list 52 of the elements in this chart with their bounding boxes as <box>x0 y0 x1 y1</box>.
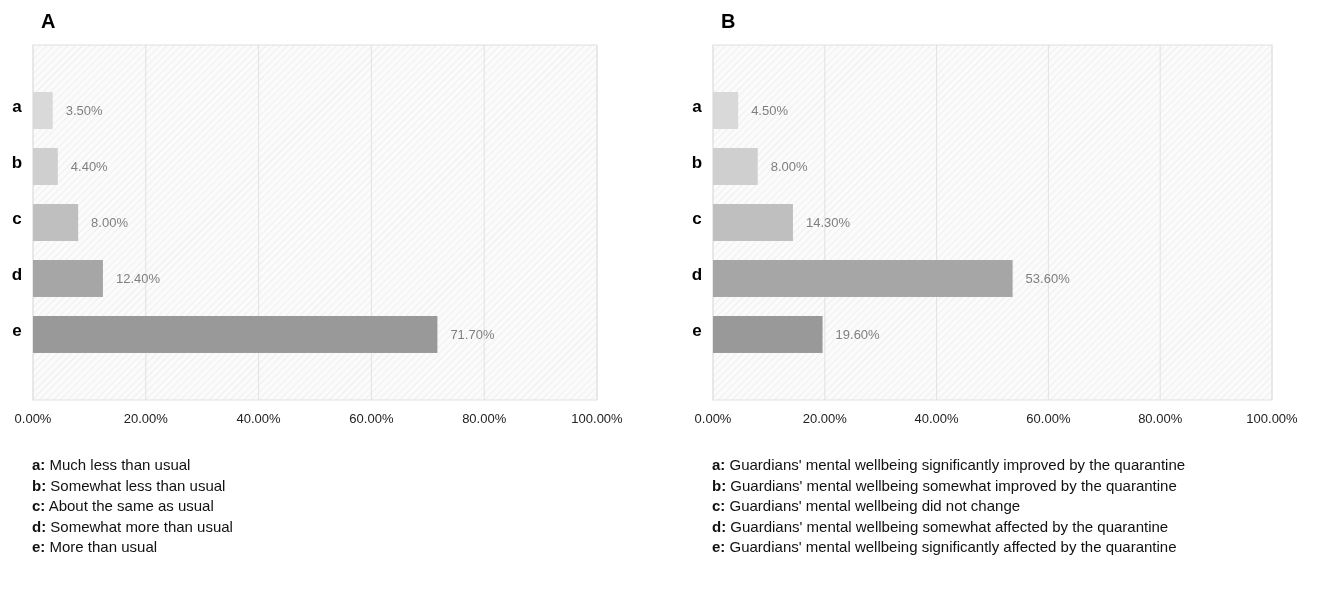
x-tick-label: 80.00% <box>462 411 507 426</box>
data-label: 8.00% <box>91 215 129 230</box>
y-tick-label: d <box>11 264 23 284</box>
y-tick-label: c <box>692 209 702 228</box>
x-tick-label: 40.00% <box>914 411 960 426</box>
bar <box>33 260 103 297</box>
text: b: Guardians' mental wellbeing somewhat improved by the quarantine <box>712 476 1177 494</box>
chart-title: B <box>721 10 736 32</box>
text: d: Somewhat more than usual <box>32 517 233 535</box>
data-label: 4.40% <box>70 159 109 175</box>
bar <box>33 316 438 353</box>
data-label: 8.00% <box>770 159 809 175</box>
y-tick-label: b <box>691 153 703 173</box>
text: a: Guardians' mental wellbeing significantly improved by the quarantine <box>712 456 1186 473</box>
x-tick-label: 0.00% <box>694 411 732 426</box>
bar <box>713 316 823 353</box>
text: e: Guardians' mental wellbeing significantly affected by the quarantine <box>712 538 1177 555</box>
y-tick-label: a <box>692 97 703 117</box>
y-tick-label: b <box>11 153 23 173</box>
data-label: 53.60% <box>1025 270 1071 286</box>
text: c: Guardians' mental wellbeing did not change <box>712 497 1021 514</box>
bar <box>713 260 1013 297</box>
data-label: 71.70% <box>450 326 495 342</box>
x-tick-label: 60.00% <box>1026 411 1071 426</box>
bar <box>33 148 58 185</box>
text: a: Much less than usual <box>32 456 191 473</box>
x-tick-label: 20.00% <box>802 411 848 426</box>
data-label: 14.30% <box>805 215 851 230</box>
x-tick-label: 100.00% <box>571 411 624 426</box>
y-tick-label: d <box>691 264 703 284</box>
chart-title: A <box>41 10 56 32</box>
x-tick-label: 0.00% <box>14 411 52 426</box>
data-label: 3.50% <box>65 103 104 119</box>
data-label: 19.60% <box>835 326 881 342</box>
x-tick-label: 20.00% <box>123 411 169 426</box>
bar <box>713 148 758 185</box>
bar <box>713 204 793 241</box>
text: b: Somewhat less than usual <box>32 476 226 494</box>
y-tick-label: a <box>12 97 23 117</box>
bar <box>33 204 79 241</box>
x-tick-label: 40.00% <box>236 411 282 426</box>
data-label: 4.50% <box>751 103 789 119</box>
x-tick-label: 100.00% <box>1246 411 1299 426</box>
y-tick-label: c <box>12 209 22 228</box>
y-tick-label: e <box>12 320 22 340</box>
x-tick-label: 60.00% <box>349 411 394 426</box>
text: c: About the same as usual <box>32 497 214 514</box>
data-label: 12.40% <box>115 270 161 286</box>
text: e: More than usual <box>32 538 158 555</box>
text: d: Guardians' mental wellbeing somewhat affected by the quarantine <box>712 517 1169 535</box>
y-tick-label: e <box>692 320 702 340</box>
x-tick-label: 80.00% <box>1138 411 1183 426</box>
